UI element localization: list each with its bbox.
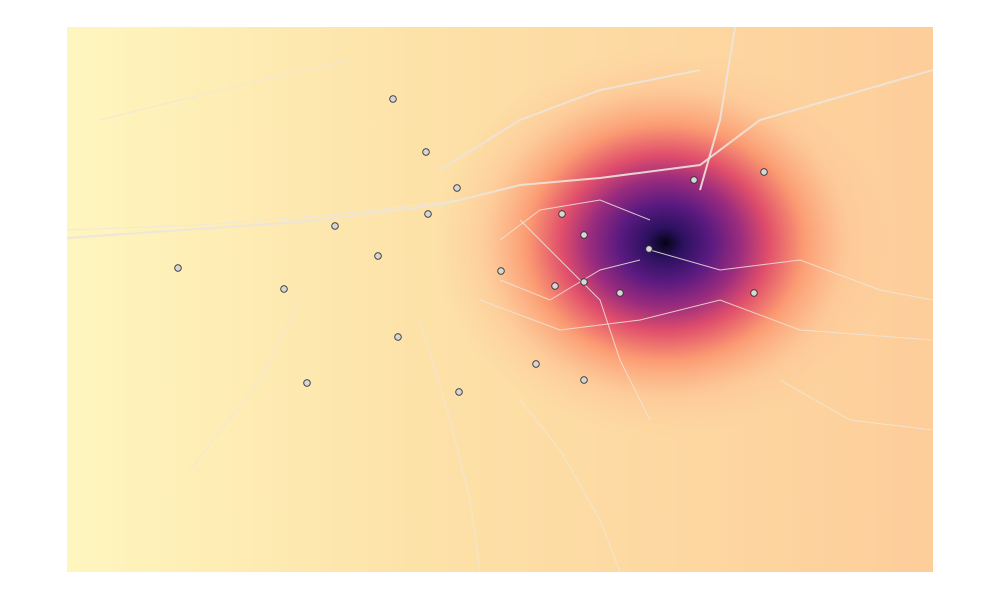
point	[760, 168, 768, 176]
road	[649, 249, 933, 301]
point	[580, 231, 588, 239]
point	[580, 278, 588, 286]
road	[189, 299, 301, 471]
road	[779, 379, 933, 431]
road	[479, 299, 933, 341]
road	[419, 319, 481, 572]
road	[439, 69, 701, 171]
map-area	[67, 27, 933, 572]
point	[532, 360, 540, 368]
point	[303, 379, 311, 387]
point	[497, 267, 505, 275]
point	[389, 95, 397, 103]
point	[422, 148, 430, 156]
point	[280, 285, 288, 293]
roads	[67, 27, 933, 572]
road	[499, 259, 641, 301]
road	[99, 59, 351, 121]
density-heat	[67, 27, 933, 572]
point	[551, 282, 559, 290]
road	[67, 69, 933, 239]
point	[424, 210, 432, 218]
point	[580, 376, 588, 384]
road	[67, 199, 461, 231]
point	[558, 210, 566, 218]
point	[455, 388, 463, 396]
point	[174, 264, 182, 272]
road	[519, 399, 621, 572]
point	[453, 184, 461, 192]
point	[645, 245, 653, 253]
point	[750, 289, 758, 297]
road	[499, 199, 651, 241]
road	[699, 27, 736, 191]
points	[174, 95, 768, 396]
point	[690, 176, 698, 184]
point	[331, 222, 339, 230]
road	[519, 219, 651, 421]
point	[374, 252, 382, 260]
point	[394, 333, 402, 341]
point	[616, 289, 624, 297]
